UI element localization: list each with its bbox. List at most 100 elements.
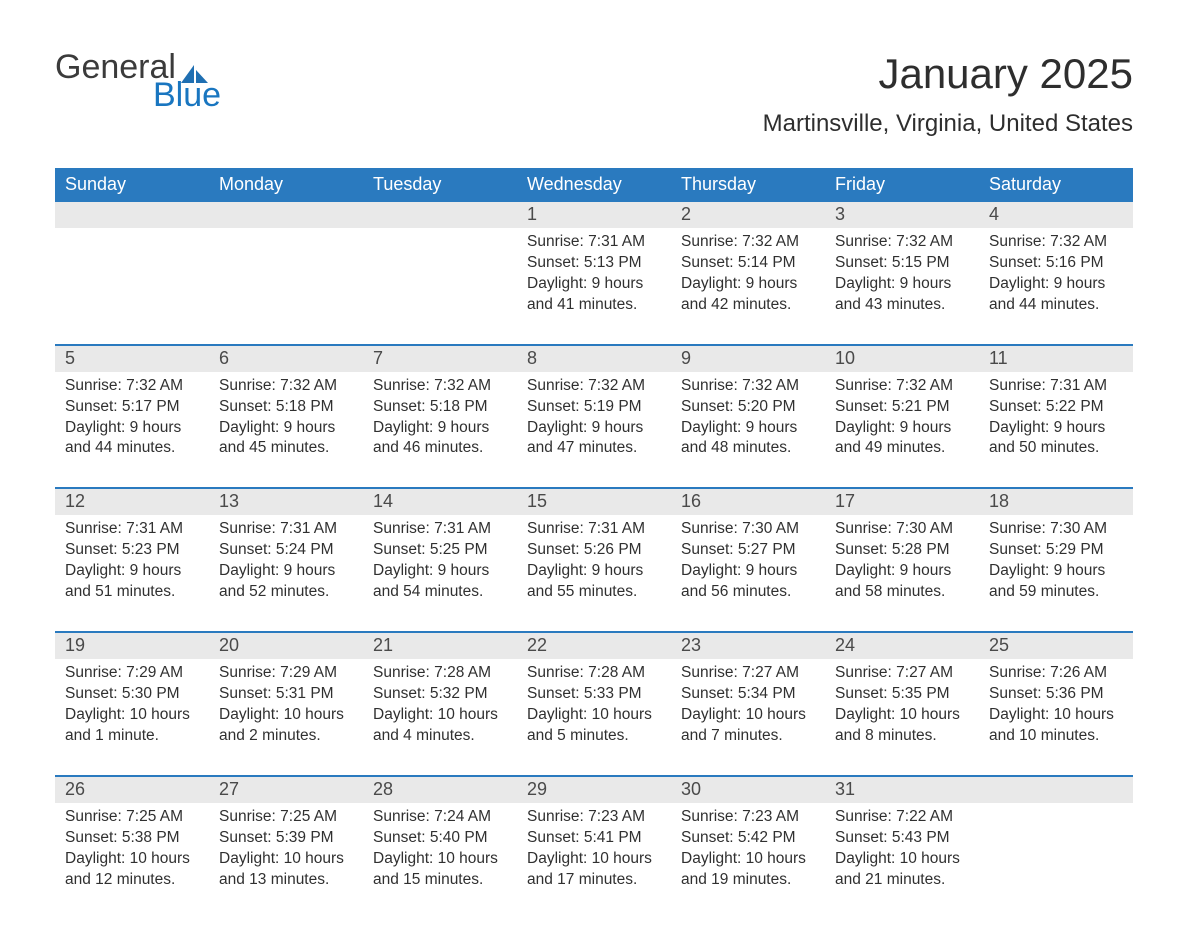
day-cell: 12 Sunrise: 7:31 AMSunset: 5:23 PMDayligh… (55, 489, 209, 621)
day-body: Sunrise: 7:31 AMSunset: 5:24 PMDaylight:… (215, 519, 357, 603)
day-cell: 25Sunrise: 7:26 AMSunset: 5:36 PMDayligh… (979, 633, 1133, 765)
day-body: Sunrise: 7:31 AMSunset: 5:25 PMDaylight:… (369, 519, 511, 603)
sunrise-text: Sunrise: 7:31 AM (527, 232, 665, 253)
sunrise-text: Sunrise: 7:31 AM (527, 519, 665, 540)
location-label: Martinsville, Virginia, United States (763, 110, 1133, 138)
day-cell: 17Sunrise: 7:30 AMSunset: 5:28 PMDayligh… (825, 489, 979, 621)
sunrise-text: Sunrise: 7:26 AM (989, 663, 1127, 684)
day-body: Sunrise: 7:32 AMSunset: 5:17 PMDaylight:… (61, 376, 203, 460)
day-number (55, 202, 209, 228)
day-number: 13 (209, 489, 363, 515)
sunset-text: Sunset: 5:21 PM (835, 397, 973, 418)
day-body: Sunrise: 7:28 AMSunset: 5:33 PMDaylight:… (523, 663, 665, 747)
day-body: Sunrise: 7:23 AMSunset: 5:42 PMDaylight:… (677, 807, 819, 891)
day-number: 7 (363, 346, 517, 372)
sunrise-text: Sunrise: 7:32 AM (835, 232, 973, 253)
day-body: Sunrise: 7:25 AMSunset: 5:39 PMDaylight:… (215, 807, 357, 891)
sunrise-text: Sunrise: 7:23 AM (527, 807, 665, 828)
day-body: Sunrise: 7:32 AMSunset: 5:18 PMDaylight:… (215, 376, 357, 460)
day-body: Sunrise: 7:28 AMSunset: 5:32 PMDaylight:… (369, 663, 511, 747)
sunset-text: Sunset: 5:27 PM (681, 540, 819, 561)
daylight-text: Daylight: 9 hours and 55 minutes. (527, 561, 665, 603)
sunrise-text: Sunrise: 7:30 AM (835, 519, 973, 540)
day-number: 28 (363, 777, 517, 803)
weekday-header: Monday (209, 168, 363, 202)
day-cell: 30 Sunrise: 7:23 AMSunset: 5:42 PMDayligh… (671, 777, 825, 909)
daylight-text: Daylight: 9 hours and 56 minutes. (681, 561, 819, 603)
day-cell: 29Sunrise: 7:23 AMSunset: 5:41 PMDayligh… (517, 777, 671, 909)
day-cell: 23Sunrise: 7:27 AMSunset: 5:34 PMDayligh… (671, 633, 825, 765)
day-cell: 3Sunrise: 7:32 AMSunset: 5:15 PMDaylight… (825, 202, 979, 334)
daylight-text: Daylight: 10 hours and 1 minute. (65, 705, 203, 747)
day-cell: 10Sunrise: 7:32 AMSunset: 5:21 PMDayligh… (825, 346, 979, 478)
sunrise-text: Sunrise: 7:27 AM (835, 663, 973, 684)
sunset-text: Sunset: 5:18 PM (373, 397, 511, 418)
day-number: 30 (671, 777, 825, 803)
day-body: Sunrise: 7:31 AMSunset: 5:23 PMDaylight:… (61, 519, 203, 603)
weekday-header: Tuesday (363, 168, 517, 202)
daylight-text: Daylight: 10 hours and 15 minutes. (373, 849, 511, 891)
day-cell: 13 Sunrise: 7:31 AMSunset: 5:24 PMDayligh… (209, 489, 363, 621)
daylight-text: Daylight: 10 hours and 7 minutes. (681, 705, 819, 747)
day-cell: 19Sunrise: 7:29 AMSunset: 5:30 PMDayligh… (55, 633, 209, 765)
day-body: Sunrise: 7:31 AMSunset: 5:26 PMDaylight:… (523, 519, 665, 603)
weekday-header: Saturday (979, 168, 1133, 202)
day-number: 19 (55, 633, 209, 659)
day-number: 24 (825, 633, 979, 659)
sunset-text: Sunset: 5:34 PM (681, 684, 819, 705)
day-number: 16 (671, 489, 825, 515)
daylight-text: Daylight: 9 hours and 46 minutes. (373, 418, 511, 460)
day-number: 15 (517, 489, 671, 515)
day-body: Sunrise: 7:29 AMSunset: 5:31 PMDaylight:… (215, 663, 357, 747)
weeks-container: 1Sunrise: 7:31 AMSunset: 5:13 PMDaylight… (55, 202, 1133, 908)
sunrise-text: Sunrise: 7:32 AM (219, 376, 357, 397)
day-cell: 31Sunrise: 7:22 AMSunset: 5:43 PMDayligh… (825, 777, 979, 909)
week-row: 26Sunrise: 7:25 AMSunset: 5:38 PMDayligh… (55, 775, 1133, 909)
day-body: Sunrise: 7:25 AMSunset: 5:38 PMDaylight:… (61, 807, 203, 891)
day-body: Sunrise: 7:32 AMSunset: 5:19 PMDaylight:… (523, 376, 665, 460)
sunset-text: Sunset: 5:38 PM (65, 828, 203, 849)
week-row: 12Sunrise: 7:31 AMSunset: 5:23 PMDayligh… (55, 487, 1133, 621)
sunrise-text: Sunrise: 7:25 AM (219, 807, 357, 828)
day-cell: 6Sunrise: 7:32 AMSunset: 5:18 PMDaylight… (209, 346, 363, 478)
day-number (363, 202, 517, 228)
sunrise-text: Sunrise: 7:31 AM (989, 376, 1127, 397)
day-number: 27 (209, 777, 363, 803)
week-row: 1Sunrise: 7:31 AMSunset: 5:13 PMDaylight… (55, 202, 1133, 334)
day-cell: 11Sunrise: 7:31 AMSunset: 5:22 PMDayligh… (979, 346, 1133, 478)
day-cell (209, 202, 363, 334)
weekday-header: Wednesday (517, 168, 671, 202)
sunrise-text: Sunrise: 7:32 AM (681, 232, 819, 253)
daylight-text: Daylight: 9 hours and 41 minutes. (527, 274, 665, 316)
day-cell: 26Sunrise: 7:25 AMSunset: 5:38 PMDayligh… (55, 777, 209, 909)
day-body: Sunrise: 7:24 AMSunset: 5:40 PMDaylight:… (369, 807, 511, 891)
sunrise-text: Sunrise: 7:28 AM (527, 663, 665, 684)
daylight-text: Daylight: 9 hours and 49 minutes. (835, 418, 973, 460)
daylight-text: Daylight: 10 hours and 8 minutes. (835, 705, 973, 747)
sunrise-text: Sunrise: 7:28 AM (373, 663, 511, 684)
day-body: Sunrise: 7:32 AMSunset: 5:18 PMDaylight:… (369, 376, 511, 460)
sunrise-text: Sunrise: 7:32 AM (835, 376, 973, 397)
day-number: 12 (55, 489, 209, 515)
weekday-header-row: SundayMondayTuesdayWednesdayThursdayFrid… (55, 168, 1133, 202)
sunrise-text: Sunrise: 7:32 AM (989, 232, 1127, 253)
day-body: Sunrise: 7:30 AMSunset: 5:29 PMDaylight:… (985, 519, 1127, 603)
daylight-text: Daylight: 9 hours and 48 minutes. (681, 418, 819, 460)
sail-icon (180, 64, 210, 84)
day-body: Sunrise: 7:32 AMSunset: 5:14 PMDaylight:… (677, 232, 819, 316)
day-number (979, 777, 1133, 803)
sunset-text: Sunset: 5:26 PM (527, 540, 665, 561)
sunset-text: Sunset: 5:28 PM (835, 540, 973, 561)
day-cell: 14Sunrise: 7:31 AMSunset: 5:25 PMDayligh… (363, 489, 517, 621)
day-body: Sunrise: 7:32 AMSunset: 5:16 PMDaylight:… (985, 232, 1127, 316)
daylight-text: Daylight: 10 hours and 5 minutes. (527, 705, 665, 747)
sunset-text: Sunset: 5:23 PM (65, 540, 203, 561)
weekday-header: Thursday (671, 168, 825, 202)
daylight-text: Daylight: 9 hours and 47 minutes. (527, 418, 665, 460)
sunset-text: Sunset: 5:16 PM (989, 253, 1127, 274)
week-row: 5Sunrise: 7:32 AMSunset: 5:17 PMDaylight… (55, 344, 1133, 478)
sunset-text: Sunset: 5:36 PM (989, 684, 1127, 705)
logo-top-row: General (55, 50, 221, 84)
sunrise-text: Sunrise: 7:32 AM (373, 376, 511, 397)
day-body: Sunrise: 7:32 AMSunset: 5:20 PMDaylight:… (677, 376, 819, 460)
